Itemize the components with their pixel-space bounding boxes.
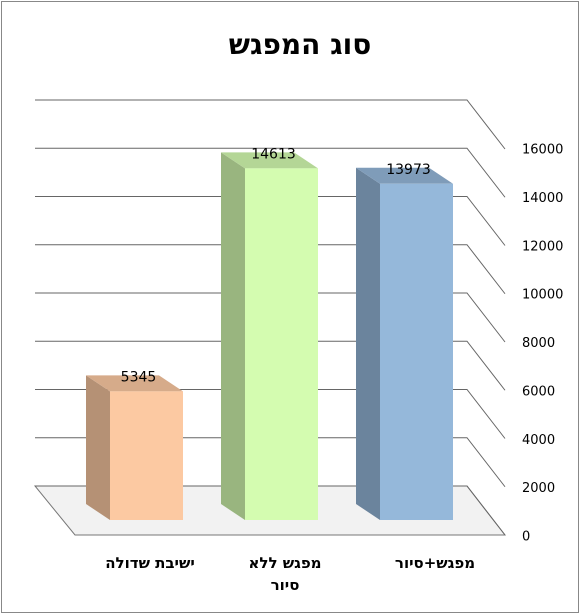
x-tick-label: מפגש+סיור: [394, 554, 476, 572]
grid-line: [35, 196, 506, 246]
y-tick-label: 2000: [522, 481, 555, 496]
bar-side: [356, 167, 380, 520]
grid-line: [35, 147, 506, 198]
grid-line: [35, 340, 506, 391]
y-tick-label: 6000: [522, 384, 555, 399]
y-tick-label: 14000: [522, 191, 563, 206]
grid-line: [35, 292, 506, 343]
bar-top: [221, 152, 318, 169]
x-tick-label: ישיבת שדולה: [105, 554, 195, 572]
y-tick-label: 8000: [522, 336, 555, 351]
y-tick-label: 4000: [522, 433, 555, 448]
bar-top: [86, 375, 183, 392]
chart-title: סוג המפגש: [229, 28, 372, 61]
y-tick-label: 0: [522, 530, 530, 545]
grid-line: [35, 99, 506, 150]
data-label: 5345: [121, 369, 157, 385]
data-label: 14613: [251, 146, 296, 162]
data-label: 13973: [386, 162, 431, 178]
y-tick-label: 12000: [522, 239, 563, 254]
x-tick-label: מפגש ללא סיור: [248, 554, 322, 594]
bar-side: [86, 375, 110, 520]
bar: [110, 391, 183, 520]
bar-side: [221, 152, 245, 520]
bar-top: [356, 167, 453, 184]
y-tick-label: 16000: [522, 143, 563, 158]
y-tick-label: 10000: [522, 288, 563, 303]
grid-line: [35, 244, 506, 295]
bar: [380, 183, 453, 520]
bar: [245, 168, 318, 520]
